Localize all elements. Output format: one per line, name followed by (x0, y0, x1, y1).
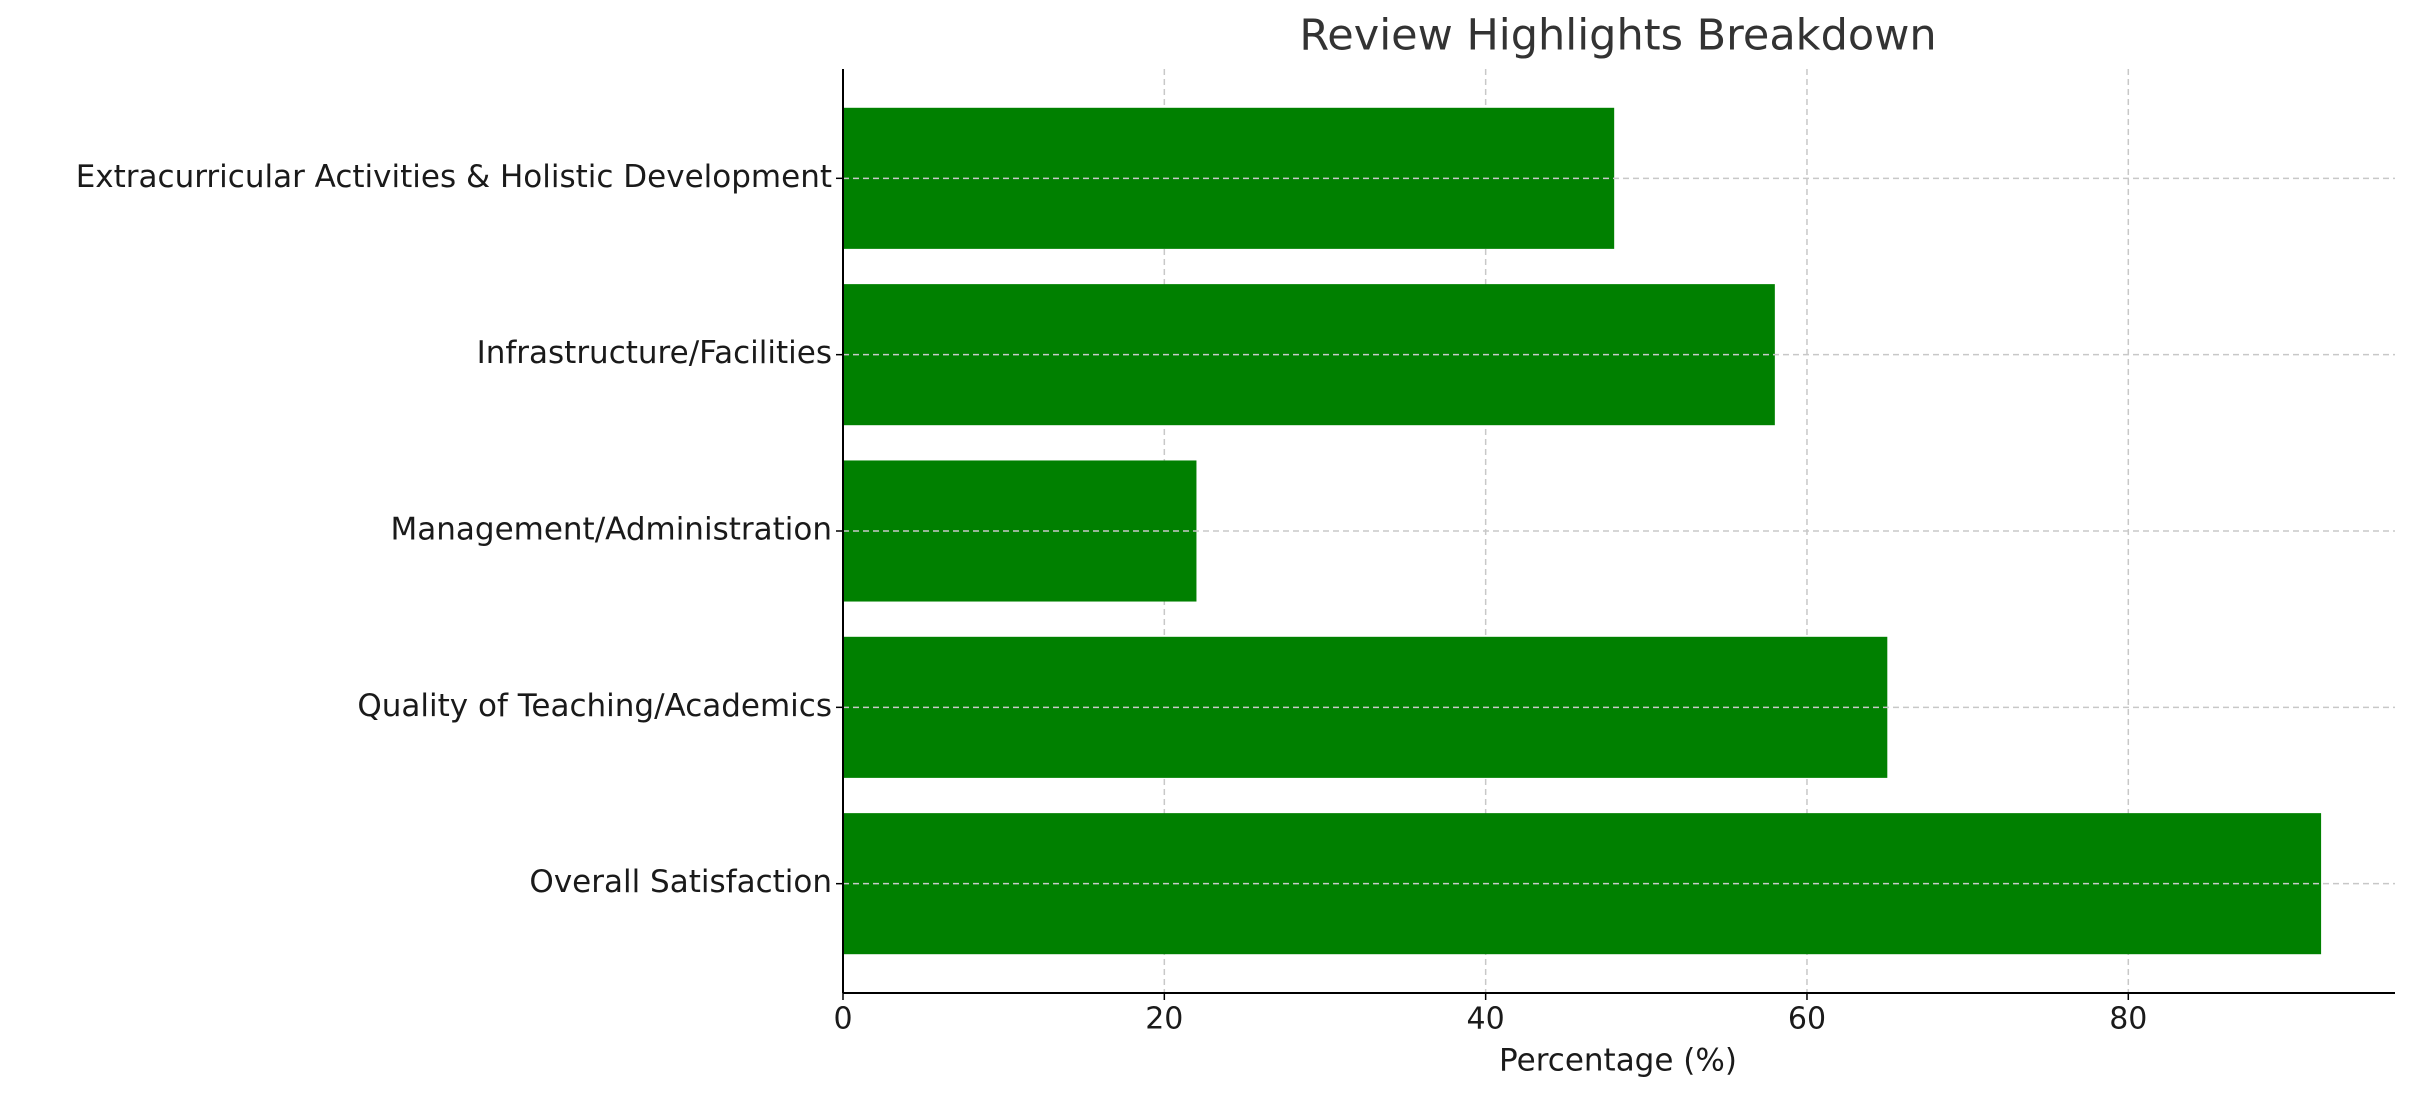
x-tick-label: 20 (1145, 1002, 1183, 1037)
x-tick-label: 40 (1467, 1002, 1505, 1037)
x-tick-label: 0 (833, 1002, 852, 1037)
y-tick-label: Quality of Teaching/Academics (357, 688, 832, 724)
y-tick-label: Infrastructure/Facilities (477, 335, 832, 371)
y-tick-label: Overall Satisfaction (529, 864, 832, 900)
y-tick-label: Management/Administration (391, 512, 833, 548)
x-axis-label: Percentage (%) (1499, 1043, 1737, 1079)
chart-title: Review Highlights Breakdown (1299, 11, 1936, 61)
y-tick-label: Extracurricular Activities & Holistic De… (76, 159, 832, 195)
x-tick-label: 80 (2109, 1002, 2147, 1037)
x-tick-label: 60 (1788, 1002, 1826, 1037)
